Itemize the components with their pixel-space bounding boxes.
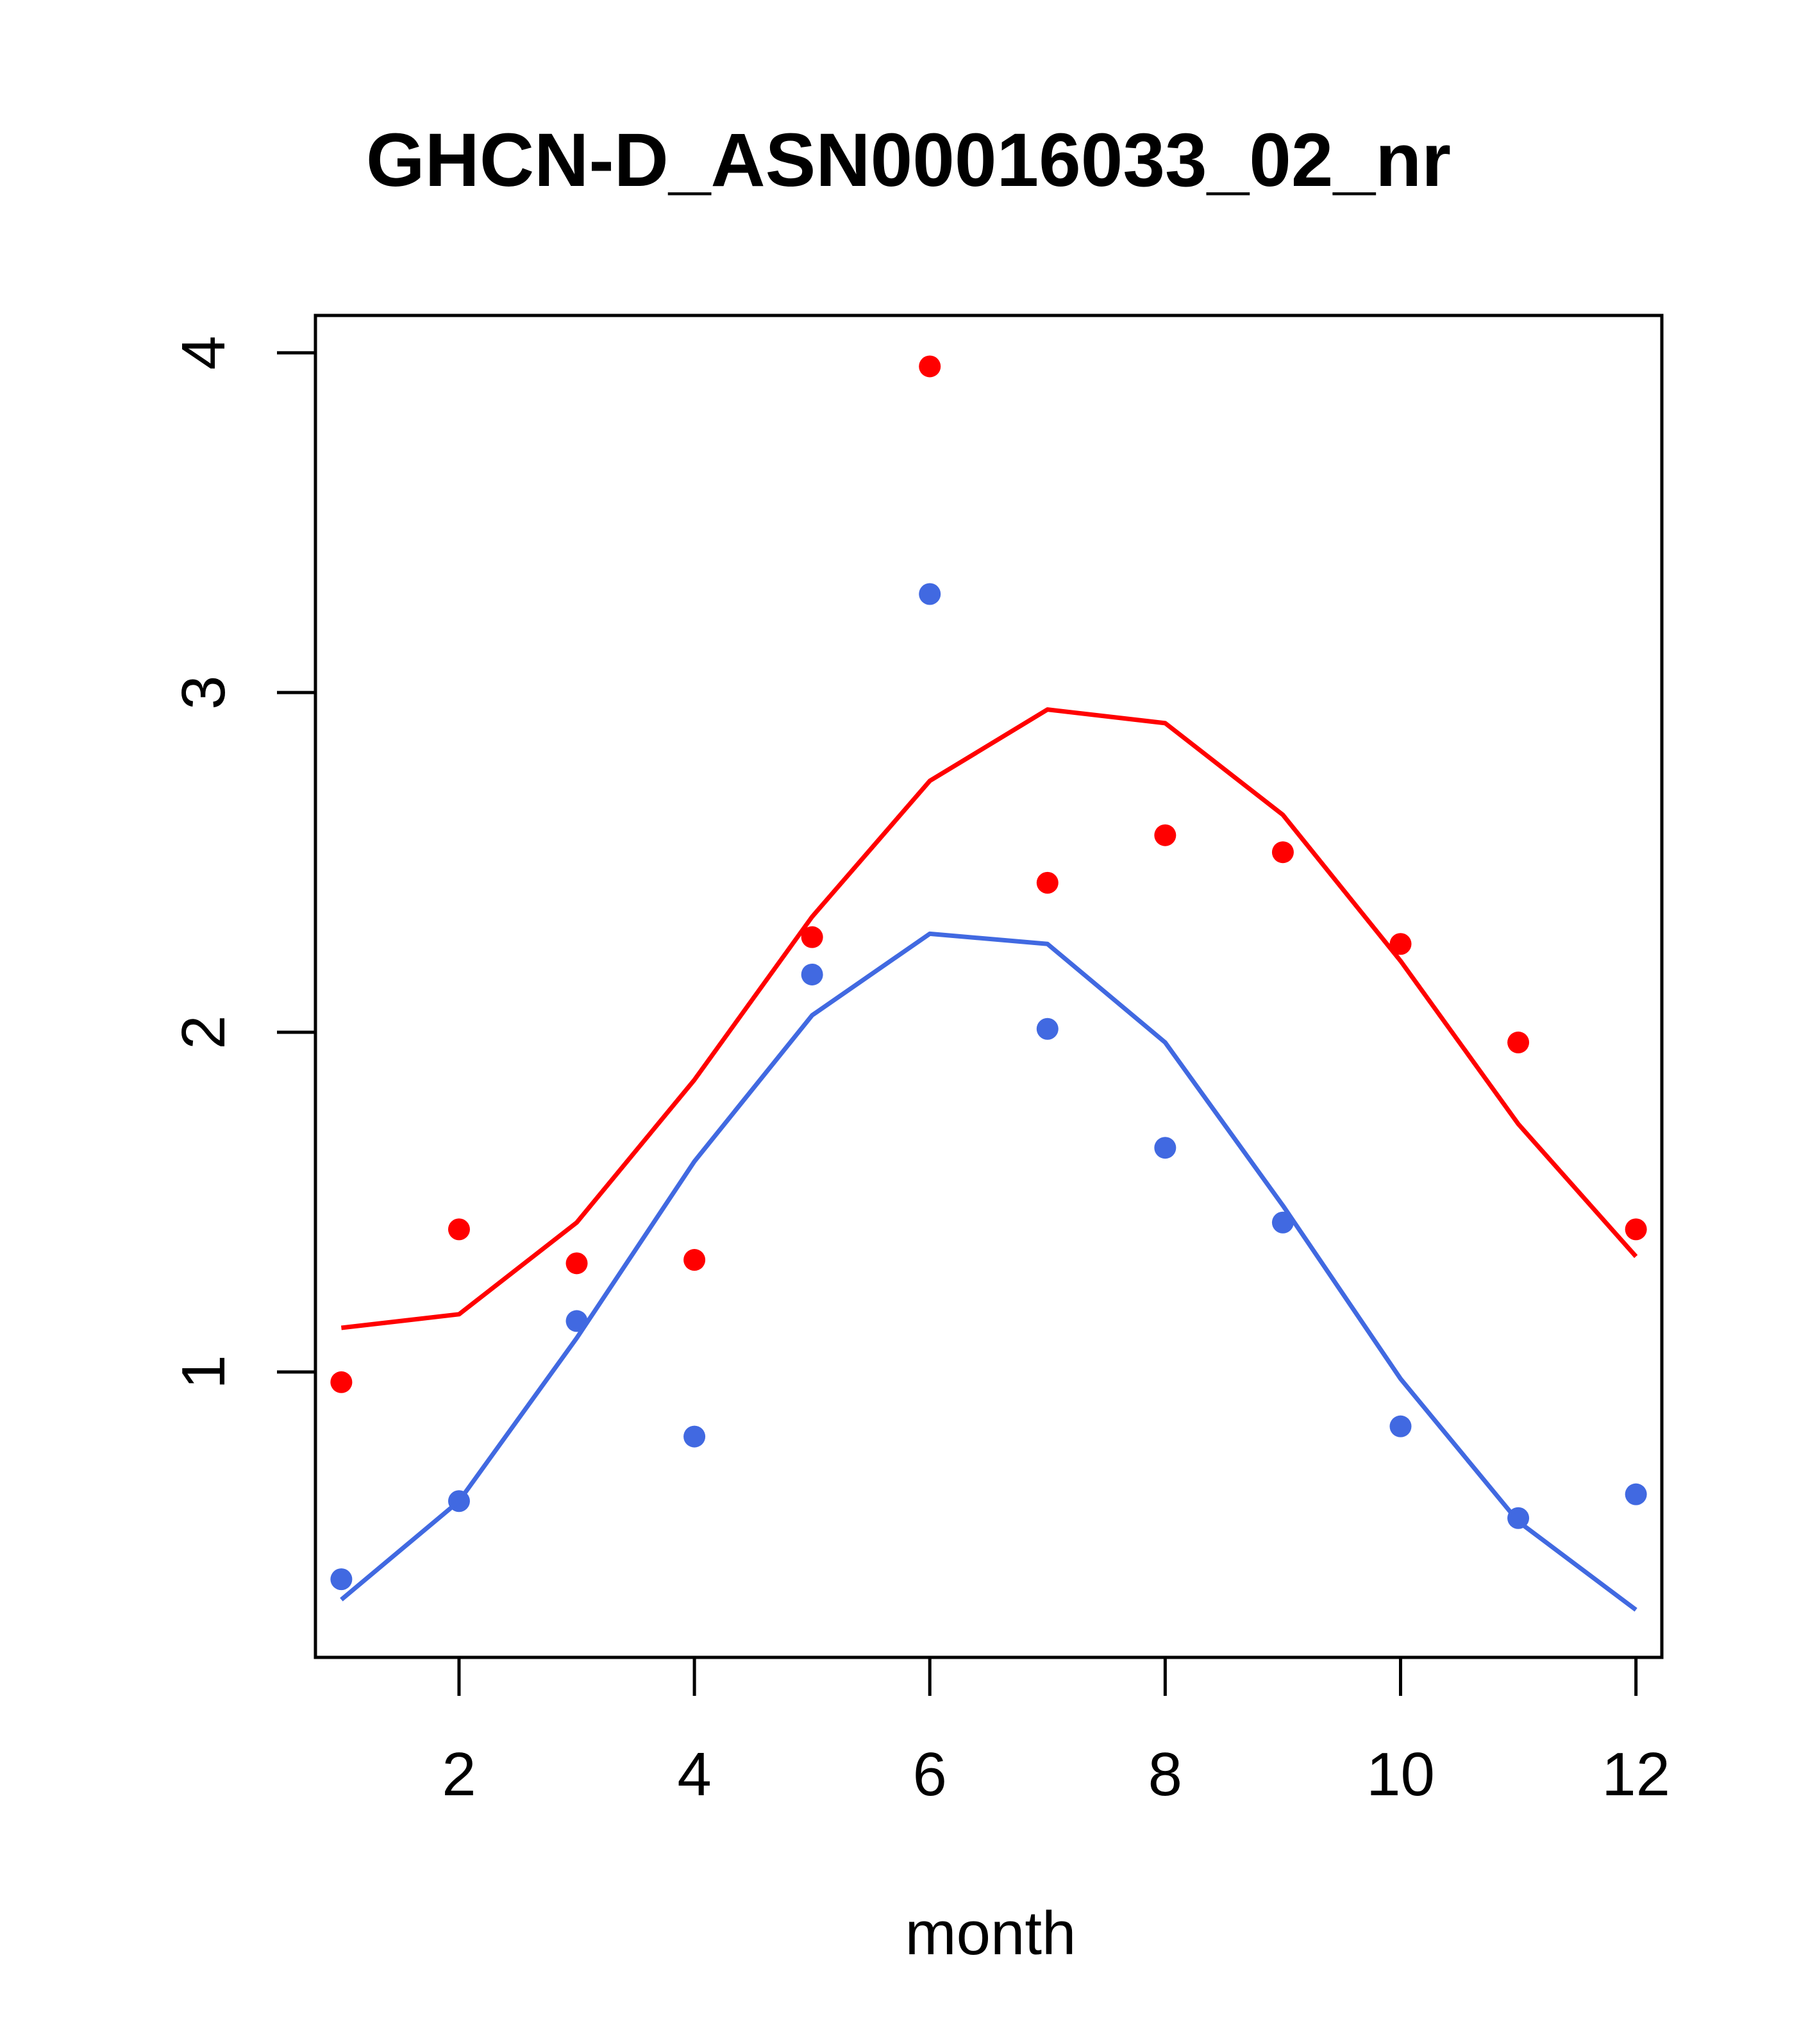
x-tick-label: 10 (1366, 1740, 1435, 1809)
data-point (565, 1252, 588, 1275)
x-tick-label: 6 (913, 1740, 947, 1809)
y-tick-label: 2 (169, 1015, 238, 1049)
series-line (340, 931, 1637, 1612)
y-tick-label: 1 (169, 1355, 238, 1389)
data-point (1154, 824, 1176, 846)
series-blue-points (330, 583, 1647, 1591)
data-point (801, 963, 823, 985)
data-point (1389, 1415, 1412, 1437)
data-point (330, 1568, 353, 1591)
x-axis-label: month (905, 1899, 1076, 1968)
data-point (1036, 871, 1059, 894)
data-point (1625, 1483, 1647, 1505)
x-tick-label: 2 (442, 1740, 476, 1809)
data-point (801, 926, 823, 948)
data-point (1271, 841, 1294, 864)
data-point (330, 1371, 353, 1393)
x-axis: 2 4 6 8 10 12 (442, 1655, 1670, 1809)
data-point (1036, 1018, 1059, 1040)
data-point (448, 1218, 470, 1241)
y-tick-label: 4 (169, 336, 238, 370)
x-tick-label: 4 (677, 1740, 711, 1809)
data-point (919, 583, 941, 605)
y-axis: 1 2 3 4 (169, 336, 317, 1389)
series-layer (330, 355, 1647, 1612)
chart-title: GHCN-D_ASN00016033_02_nr (366, 118, 1451, 203)
data-point (683, 1249, 706, 1271)
data-point (1625, 1218, 1647, 1241)
series-red-points (330, 355, 1647, 1393)
series-red-line (340, 707, 1638, 1330)
x-tick-label: 12 (1602, 1740, 1670, 1809)
y-tick-label: 3 (169, 675, 238, 709)
data-point (1154, 1137, 1176, 1159)
data-point (1389, 933, 1412, 955)
plot-frame (314, 314, 1664, 1659)
data-point (919, 355, 941, 378)
series-blue-line (340, 931, 1637, 1612)
data-point (1507, 1031, 1530, 1053)
data-point (683, 1425, 706, 1448)
series-line (340, 707, 1638, 1330)
x-tick-label: 8 (1148, 1740, 1182, 1809)
